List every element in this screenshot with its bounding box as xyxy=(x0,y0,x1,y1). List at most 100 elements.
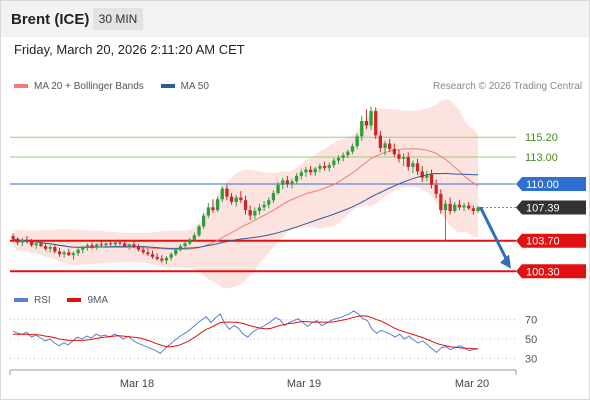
candle-body xyxy=(383,143,387,148)
candle xyxy=(85,243,90,251)
candle-body xyxy=(99,244,103,246)
candle-body xyxy=(369,111,373,126)
candle xyxy=(425,170,429,182)
candle xyxy=(211,199,215,213)
candle-body xyxy=(290,181,294,184)
interval-button[interactable]: 30 MIN xyxy=(93,8,143,30)
candle-body xyxy=(364,121,369,126)
candle xyxy=(229,193,234,205)
candle-body xyxy=(322,166,327,168)
candle-body xyxy=(304,169,308,173)
candle-body xyxy=(39,243,43,247)
candle-body xyxy=(336,157,341,161)
candle-body xyxy=(25,239,29,242)
candle xyxy=(20,238,24,247)
rsi-panel: 70 50 30 xyxy=(10,310,537,365)
candle-body xyxy=(406,157,410,167)
candle-body xyxy=(67,252,71,256)
candle-body xyxy=(95,244,99,247)
candle xyxy=(169,252,173,261)
candle xyxy=(397,149,401,163)
moving-average-layer xyxy=(12,148,479,250)
candle xyxy=(318,163,322,173)
candle xyxy=(336,155,341,165)
candle xyxy=(67,248,71,256)
candle xyxy=(443,200,448,241)
candle-body xyxy=(104,243,108,246)
candle-body xyxy=(257,207,262,211)
candle xyxy=(453,202,457,213)
level-badge-103.70 xyxy=(516,233,586,248)
level-label-115.20: 115.20 xyxy=(525,132,558,144)
chart-header: Brent (ICE) 30 MIN xyxy=(1,1,589,37)
candle xyxy=(374,107,378,139)
rsi-legend: RSI 9MA xyxy=(14,295,122,306)
candle-body xyxy=(462,205,466,208)
candle-body xyxy=(341,155,345,158)
candle-body xyxy=(476,207,480,211)
ma50-label: MA 50 xyxy=(180,81,209,92)
candle xyxy=(188,238,192,246)
candle xyxy=(471,205,475,215)
candle xyxy=(76,247,80,256)
candle-body xyxy=(123,243,127,247)
candle-body xyxy=(43,246,48,249)
candle xyxy=(174,247,178,256)
candle xyxy=(378,130,382,153)
candle-body xyxy=(434,184,438,194)
candle-body xyxy=(429,174,434,185)
instrument-title: Brent (ICE) xyxy=(11,11,90,28)
candle-body xyxy=(388,143,392,149)
candle xyxy=(429,169,434,189)
candle-body xyxy=(188,239,192,244)
candle-body xyxy=(253,211,257,216)
candle xyxy=(327,162,331,172)
candle xyxy=(350,143,355,155)
candle xyxy=(192,232,196,242)
candle xyxy=(388,139,392,152)
ma20-label: MA 20 + Bollinger Bands xyxy=(34,81,144,92)
candle xyxy=(420,166,424,183)
bollinger-band xyxy=(13,99,478,289)
legend-item-rsi-ma: 9MA xyxy=(67,295,108,306)
candle xyxy=(402,153,406,166)
candle-body xyxy=(34,243,38,246)
candle-body xyxy=(48,247,52,249)
candle xyxy=(364,109,369,130)
rsi-level-label-70: 70 xyxy=(525,315,537,327)
candle xyxy=(123,240,127,247)
level-badge-110.00 xyxy=(516,177,586,191)
candle-body xyxy=(113,242,117,245)
candle-body xyxy=(30,241,34,246)
level-label-100.30: 100.30 xyxy=(526,266,560,278)
candle-body xyxy=(81,247,85,250)
rsi-swatch xyxy=(14,298,28,303)
candle-body xyxy=(118,242,122,244)
candle-body xyxy=(197,226,201,236)
candle xyxy=(304,166,308,177)
candle-body xyxy=(271,193,276,201)
candle-body xyxy=(397,154,401,159)
candle-body xyxy=(53,247,57,252)
candle xyxy=(448,197,452,215)
candle-body xyxy=(295,175,299,182)
candle-body xyxy=(346,151,350,156)
candle xyxy=(164,256,169,265)
candle xyxy=(290,178,294,189)
level-label-103.70: 103.70 xyxy=(526,236,560,248)
candle xyxy=(346,149,350,158)
candle xyxy=(476,205,480,213)
candle xyxy=(34,241,38,249)
candle-body xyxy=(155,256,159,259)
candle-body xyxy=(332,160,336,166)
candle-body xyxy=(378,135,382,148)
candle xyxy=(43,243,48,251)
candle xyxy=(62,250,66,258)
candle xyxy=(309,166,313,175)
candle-body xyxy=(57,251,62,255)
candle-body xyxy=(169,254,173,258)
candle-body xyxy=(425,174,429,178)
candle-body xyxy=(174,249,178,255)
candle-body xyxy=(267,200,271,205)
